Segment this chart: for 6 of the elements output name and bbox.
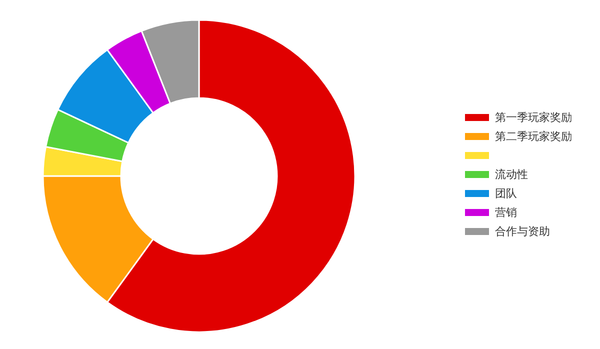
legend-label: 团队 — [495, 187, 517, 200]
legend-label: 第一季玩家奖励 — [495, 111, 572, 124]
legend-label: 合作与资助 — [495, 225, 550, 238]
legend-label: 流动性 — [495, 168, 528, 181]
legend-label: 第二季玩家奖励 — [495, 130, 572, 143]
legend-label: 营销 — [495, 206, 517, 219]
